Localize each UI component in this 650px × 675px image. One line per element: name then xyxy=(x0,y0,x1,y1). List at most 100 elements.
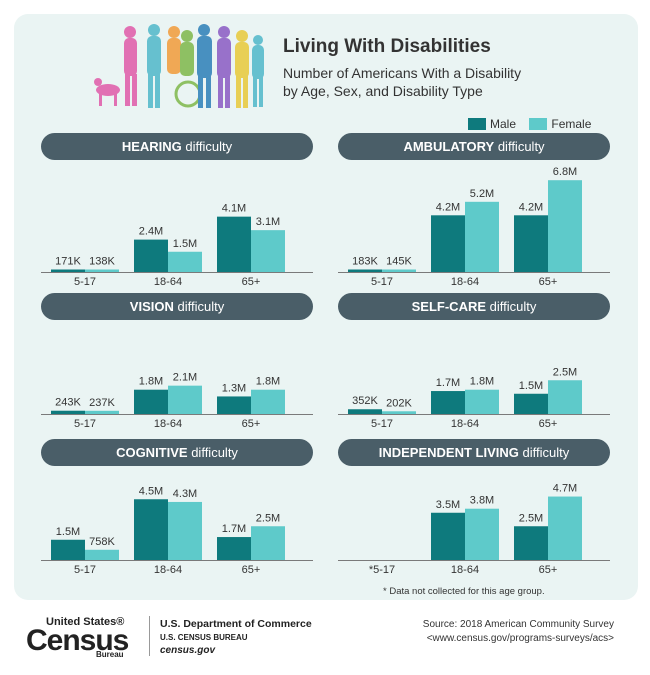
bar-male-65+ xyxy=(217,216,251,272)
bar-female-65+ xyxy=(548,380,582,414)
bar-male-1864 xyxy=(431,512,465,560)
infographic-title: Living With Disabilities xyxy=(283,36,491,57)
category-tick-label: *5-17 xyxy=(369,564,395,576)
panel-title-bold: AMBULATORY xyxy=(403,139,495,154)
data-label: 4.5M xyxy=(139,485,163,497)
category-tick-label: 18-64 xyxy=(451,564,479,576)
data-label: 5.2M xyxy=(470,188,494,200)
bar-male-65+ xyxy=(217,537,251,560)
bar-male-1864 xyxy=(431,391,465,414)
category-tick-label: 5-17 xyxy=(74,564,96,576)
hearing-bar-chart: 171K 138K 5-17 2.4M 1.5M 18-64 4.1M 3.1M 65+ xyxy=(41,203,313,288)
data-label: 237K xyxy=(89,397,115,409)
footer-divider xyxy=(149,616,150,656)
data-label: 2.5M xyxy=(553,366,577,378)
legend-swatch-male xyxy=(468,118,486,130)
source-link[interactable]: <www.census.gov/programs-surveys/acs> xyxy=(426,633,614,644)
bar-female-1864 xyxy=(465,201,499,272)
footnote: * Data not collected for this age group. xyxy=(383,586,545,597)
data-label: 758K xyxy=(89,536,115,548)
bar-female-517 xyxy=(382,411,416,414)
chart-legend: Male Female xyxy=(468,117,601,133)
department-info: U.S. Department of Commerce U.S. CENSUS … xyxy=(160,618,312,657)
bar-female-65+ xyxy=(548,496,582,560)
source-line-1: Source: 2018 American Community Survey xyxy=(422,619,614,630)
cognitive-bar-chart: 1.5M 758K 5-17 4.5M 4.3M 18-64 1.7M 2.5M 65+ xyxy=(41,485,313,576)
bar-female-1864 xyxy=(168,385,202,414)
data-label: 4.2M xyxy=(436,201,460,213)
data-label: 1.5M xyxy=(519,380,543,392)
panel-header-ambulatory: AMBULATORY difficulty xyxy=(338,133,610,160)
legend-item-male: Male xyxy=(468,117,516,131)
bar-female-65+ xyxy=(251,526,285,560)
category-tick-label: 18-64 xyxy=(451,276,479,288)
bar-female-517 xyxy=(382,269,416,272)
bar-male-517 xyxy=(51,539,85,560)
panel-title-bold: VISION xyxy=(129,299,174,314)
people-silhouettes-illustration xyxy=(94,24,264,108)
logo-top-text: United States® xyxy=(46,616,125,628)
data-label: 4.1M xyxy=(222,203,246,215)
data-label: 2.1M xyxy=(173,372,197,384)
panel-title-rest: difficulty xyxy=(489,299,537,314)
category-tick-label: 18-64 xyxy=(154,276,182,288)
panel-title-rest: difficulty xyxy=(522,445,570,460)
data-label: 1.7M xyxy=(222,523,246,535)
bar-male-65+ xyxy=(514,393,548,414)
independent-living-bar-chart: *5-17 3.5M 3.8M 18-64 2.5M 4.7M 65+ xyxy=(338,483,610,576)
panel-title-rest: difficulty xyxy=(497,139,545,154)
legend-item-female: Female xyxy=(529,117,591,131)
infographic-subtitle: Number of Americans With a Disability by… xyxy=(283,64,583,100)
bar-male-517 xyxy=(51,410,85,414)
bar-female-65+ xyxy=(251,230,285,272)
bar-female-65+ xyxy=(251,389,285,414)
panel-title-bold: SELF-CARE xyxy=(411,299,487,314)
panel-header-cognitive: COGNITIVE difficulty xyxy=(41,439,313,466)
data-label: 138K xyxy=(89,256,115,268)
category-tick-label: 5-17 xyxy=(74,276,96,288)
category-tick-label: 18-64 xyxy=(154,418,182,430)
category-tick-label: 18-64 xyxy=(154,564,182,576)
subtitle-line-1: Number of Americans With a Disability xyxy=(283,65,522,81)
panel-header-independent-living: INDEPENDENT LIVING difficulty xyxy=(338,439,610,466)
data-label: 6.8M xyxy=(553,166,577,178)
panel-title-rest: difficulty xyxy=(185,139,233,154)
census-gov-link[interactable]: census.gov xyxy=(160,645,216,656)
dept-name: U.S. Department of Commerce xyxy=(160,618,312,630)
data-label: 171K xyxy=(55,256,81,268)
data-label: 3.8M xyxy=(470,495,494,507)
legend-swatch-female xyxy=(529,118,548,130)
data-label: 2.5M xyxy=(519,512,543,524)
data-label: 243K xyxy=(55,397,81,409)
bar-male-1864 xyxy=(134,239,168,272)
category-tick-label: 65+ xyxy=(539,276,558,288)
census-bureau-logo[interactable]: United States® Census Bureau xyxy=(26,616,146,660)
legend-label-male: Male xyxy=(490,117,517,131)
panel-title-bold: INDEPENDENT LIVING xyxy=(378,445,519,460)
data-label: 1.5M xyxy=(56,526,80,538)
category-tick-label: 65+ xyxy=(539,564,558,576)
bar-female-1864 xyxy=(168,251,202,272)
data-label: 2.5M xyxy=(256,512,280,524)
data-label: 1.3M xyxy=(222,382,246,394)
panel-header-hearing: HEARING difficulty xyxy=(41,133,313,160)
legend-label-female: Female xyxy=(551,117,592,131)
bar-male-1864 xyxy=(134,389,168,414)
data-label: 4.7M xyxy=(553,483,577,495)
category-tick-label: 5-17 xyxy=(74,418,96,430)
data-label: 4.2M xyxy=(519,201,543,213)
subtitle-line-2: by Age, Sex, and Disability Type xyxy=(283,83,483,99)
data-label: 2.4M xyxy=(139,226,163,238)
category-tick-label: 5-17 xyxy=(371,276,393,288)
bar-male-65+ xyxy=(514,215,548,272)
panel-title-rest: difficulty xyxy=(177,299,225,314)
panel-title-bold: COGNITIVE xyxy=(116,445,188,460)
bar-male-517 xyxy=(51,269,85,272)
bar-male-517 xyxy=(348,269,382,272)
data-label: 1.8M xyxy=(256,376,280,388)
bar-female-1864 xyxy=(168,501,202,560)
logo-bottom-text: Bureau xyxy=(96,650,124,659)
ambulatory-bar-chart: 183K 145K 5-17 4.2M 5.2M 18-64 4.2M 6.8M 65+ xyxy=(338,166,610,288)
data-label: 1.5M xyxy=(173,238,197,250)
data-label: 3.5M xyxy=(436,499,460,511)
